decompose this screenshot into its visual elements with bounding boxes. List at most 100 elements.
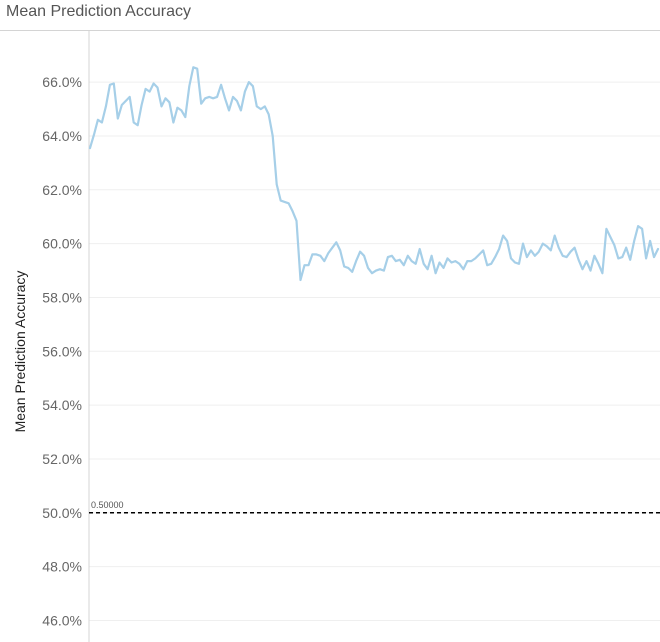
data-point: [228, 109, 230, 112]
data-point: [605, 228, 608, 230]
data-point: [339, 249, 342, 252]
series-layer: [88, 66, 660, 282]
data-point: [240, 109, 242, 112]
data-point: [291, 210, 294, 213]
data-point: [486, 264, 489, 267]
data-point: [200, 102, 202, 105]
y-tick-label: 66.0%: [42, 74, 82, 90]
data-point: [172, 121, 175, 124]
data-point: [613, 244, 616, 246]
reference-line-label: 0.50000: [91, 500, 124, 510]
data-point: [244, 90, 246, 93]
y-axis-title: Mean Prediction Accuracy: [12, 271, 28, 433]
data-point: [422, 263, 425, 265]
data-point: [140, 104, 143, 106]
data-point: [609, 236, 612, 238]
data-point: [414, 263, 417, 265]
data-point: [518, 263, 520, 265]
data-point: [454, 260, 457, 262]
data-point: [144, 88, 147, 90]
data-point: [128, 96, 131, 98]
data-point: [434, 272, 437, 275]
data-point: [573, 246, 576, 249]
data-point: [176, 106, 179, 109]
data-point: [156, 86, 159, 89]
data-point: [160, 105, 163, 108]
data-point: [196, 67, 198, 70]
data-point: [589, 269, 592, 272]
data-point: [371, 272, 373, 275]
data-point: [208, 96, 210, 98]
data-point: [474, 257, 477, 260]
data-point: [522, 242, 524, 245]
data-point: [657, 248, 659, 250]
data-point: [438, 261, 441, 264]
data-point: [593, 255, 596, 257]
data-point: [506, 240, 508, 242]
data-point: [264, 105, 266, 108]
data-point: [395, 260, 397, 262]
data-point: [260, 108, 262, 110]
y-tick-label: 48.0%: [42, 559, 82, 575]
data-point: [569, 250, 572, 253]
data-point: [637, 225, 639, 227]
data-point: [148, 90, 151, 93]
data-point: [403, 264, 405, 267]
y-tick-label: 46.0%: [42, 612, 82, 628]
data-point: [124, 100, 127, 102]
data-point: [561, 255, 564, 257]
data-point: [109, 84, 111, 86]
data-point: [502, 234, 504, 237]
data-point: [335, 241, 338, 244]
data-point: [653, 256, 655, 258]
data-point: [359, 250, 361, 253]
data-point: [597, 263, 600, 265]
data-point: [629, 259, 631, 261]
data-point: [136, 124, 139, 126]
data-point: [367, 267, 369, 269]
data-point: [184, 116, 187, 118]
data-point: [101, 121, 103, 124]
data-point: [232, 96, 234, 98]
title-divider: [0, 30, 660, 31]
data-point: [410, 260, 413, 262]
data-point: [466, 260, 469, 262]
data-point: [113, 82, 115, 85]
data-point: [498, 248, 500, 250]
data-point: [93, 133, 95, 136]
data-point: [355, 260, 357, 262]
data-point: [248, 81, 250, 83]
data-point: [542, 242, 544, 245]
data-point: [458, 263, 461, 265]
data-point: [446, 257, 449, 260]
data-point: [89, 147, 91, 149]
data-point: [581, 268, 584, 271]
data-point: [343, 265, 346, 268]
y-tick-label: 64.0%: [42, 128, 82, 144]
data-point: [267, 113, 270, 116]
data-point: [649, 240, 651, 242]
data-point: [490, 263, 493, 265]
data-point: [399, 259, 401, 261]
data-point: [391, 255, 393, 257]
data-point: [168, 101, 171, 104]
data-point: [550, 249, 552, 252]
y-tick-label: 60.0%: [42, 236, 82, 252]
data-point: [478, 253, 481, 256]
data-point: [450, 261, 453, 264]
data-point: [565, 256, 568, 258]
data-point: [538, 250, 540, 253]
data-point: [442, 267, 445, 269]
data-point: [283, 201, 286, 203]
data-point: [363, 255, 365, 257]
data-point: [287, 202, 290, 205]
data-point: [418, 248, 421, 250]
data-point: [585, 260, 588, 262]
data-point: [430, 255, 433, 257]
data-point: [482, 249, 485, 252]
data-point: [577, 259, 580, 261]
data-point: [621, 256, 624, 258]
data-point: [192, 66, 195, 69]
gridlines: [89, 81, 660, 621]
